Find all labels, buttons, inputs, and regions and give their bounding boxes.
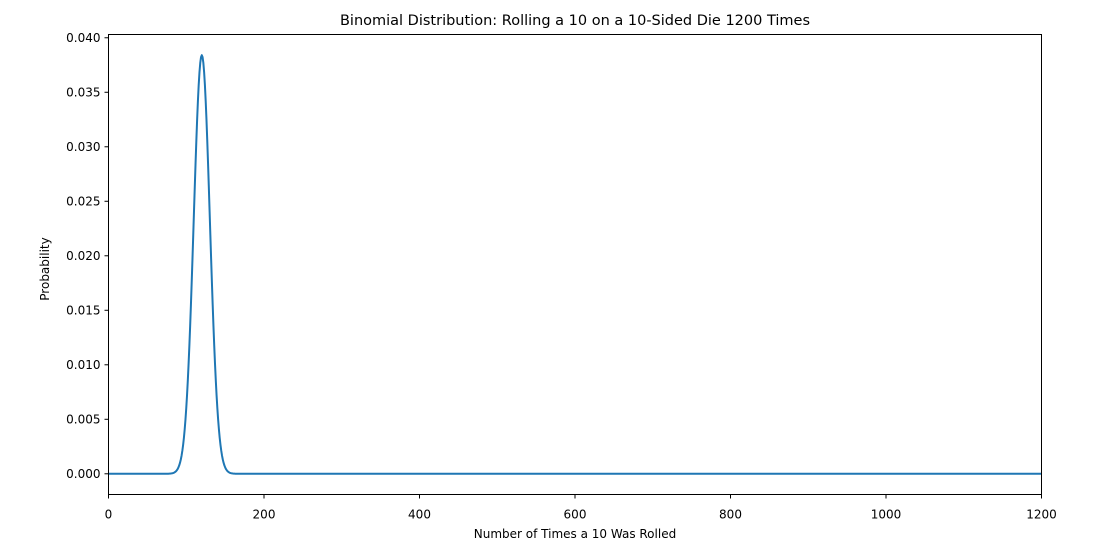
y-tick-label: 0.020 <box>66 249 100 263</box>
y-tick-label: 0.010 <box>66 358 100 372</box>
x-tick-label: 1000 <box>871 508 902 522</box>
x-axis-label: Number of Times a 10 Was Rolled <box>474 527 676 541</box>
y-axis-label: Probability <box>38 237 52 300</box>
y-tick-label: 0.030 <box>66 140 100 154</box>
y-tick-label: 0.005 <box>66 412 100 426</box>
x-tick-label: 400 <box>408 508 431 522</box>
plot-frame <box>108 34 1042 495</box>
x-axis: 0 200 400 600 800 1000 1200 <box>105 494 1057 522</box>
y-tick-label: 0.035 <box>66 85 100 99</box>
x-tick-label: 0 <box>105 508 113 522</box>
series-line-0 <box>108 54 1042 475</box>
y-tick-label: 0.025 <box>66 194 100 208</box>
x-tick-label: 600 <box>564 508 587 522</box>
x-tick-label: 1200 <box>1026 508 1057 522</box>
x-tick-label: 200 <box>253 508 276 522</box>
y-axis: 0.000 0.005 0.010 0.015 0.020 0.025 0.030 0.035… <box>66 31 109 481</box>
x-tick-label: 800 <box>719 508 742 522</box>
series-layer <box>108 54 1042 475</box>
y-tick-label: 0.015 <box>66 303 100 317</box>
chart-title: Binomial Distribution: Rolling a 10 on a… <box>340 13 810 29</box>
y-tick-label: 0.000 <box>66 467 100 481</box>
y-tick-label: 0.040 <box>66 31 100 45</box>
